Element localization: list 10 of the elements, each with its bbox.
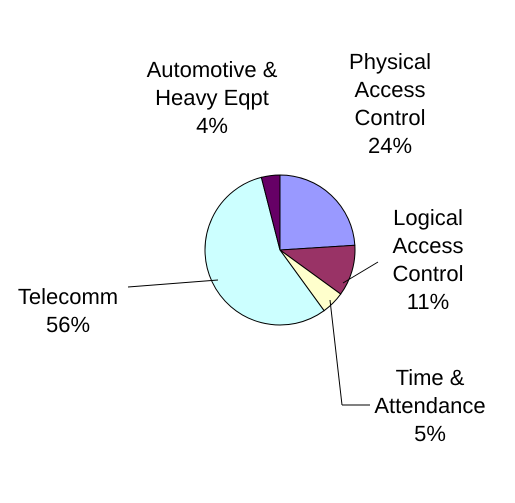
data-label: 24% — [368, 133, 412, 158]
data-label: 11% — [406, 289, 450, 314]
slice-label: Logical Access Control — [392, 205, 464, 286]
data-label: 5% — [414, 421, 446, 446]
slice-label: Time & Attendance — [374, 365, 486, 418]
slice-label: Automotive & Heavy Eqpt — [146, 57, 278, 110]
data-label: 4% — [196, 113, 228, 138]
slice-label: Telecomm — [18, 284, 118, 309]
data-label: 56% — [46, 312, 90, 337]
slice-label: Physical Access Control — [349, 49, 431, 130]
